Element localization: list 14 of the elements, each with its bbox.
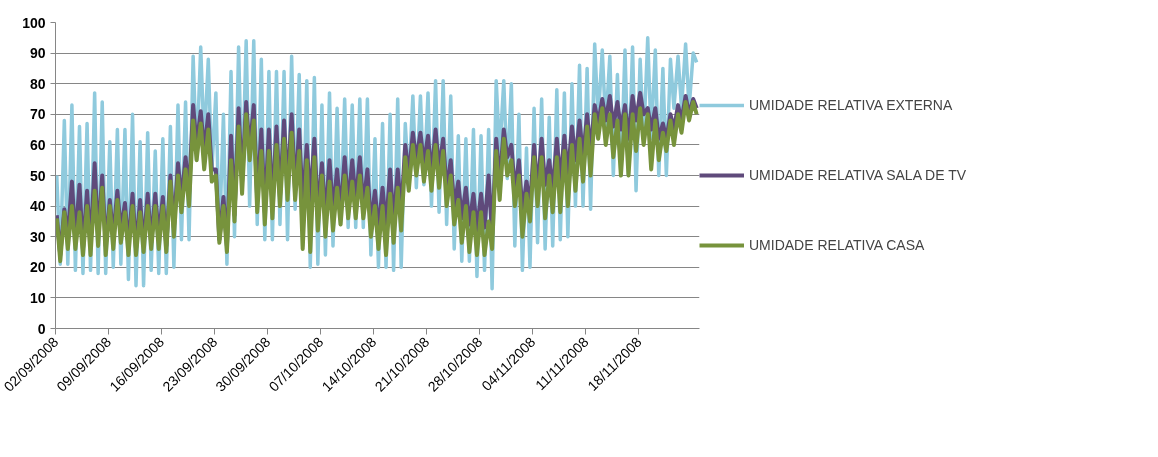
y-tick-label: 60 — [29, 136, 46, 153]
legend-label: UMIDADE RELATIVA CASA — [749, 237, 925, 253]
legend-label: UMIDADE RELATIVA SALA DE TV — [749, 167, 967, 183]
y-tick-label: 50 — [29, 167, 46, 184]
y-tick-label: 80 — [29, 75, 46, 92]
y-tick-label: 20 — [29, 259, 46, 276]
y-tick-label: 70 — [29, 106, 46, 123]
y-tick-label: 100 — [22, 14, 46, 31]
y-tick-label: 0 — [37, 320, 46, 337]
y-tick-label: 10 — [29, 289, 46, 306]
legend-label: UMIDADE RELATIVA EXTERNA — [749, 97, 953, 113]
y-tick-label: 40 — [29, 198, 46, 215]
y-tick-label: 90 — [29, 45, 46, 62]
y-tick-label: 30 — [29, 228, 46, 245]
